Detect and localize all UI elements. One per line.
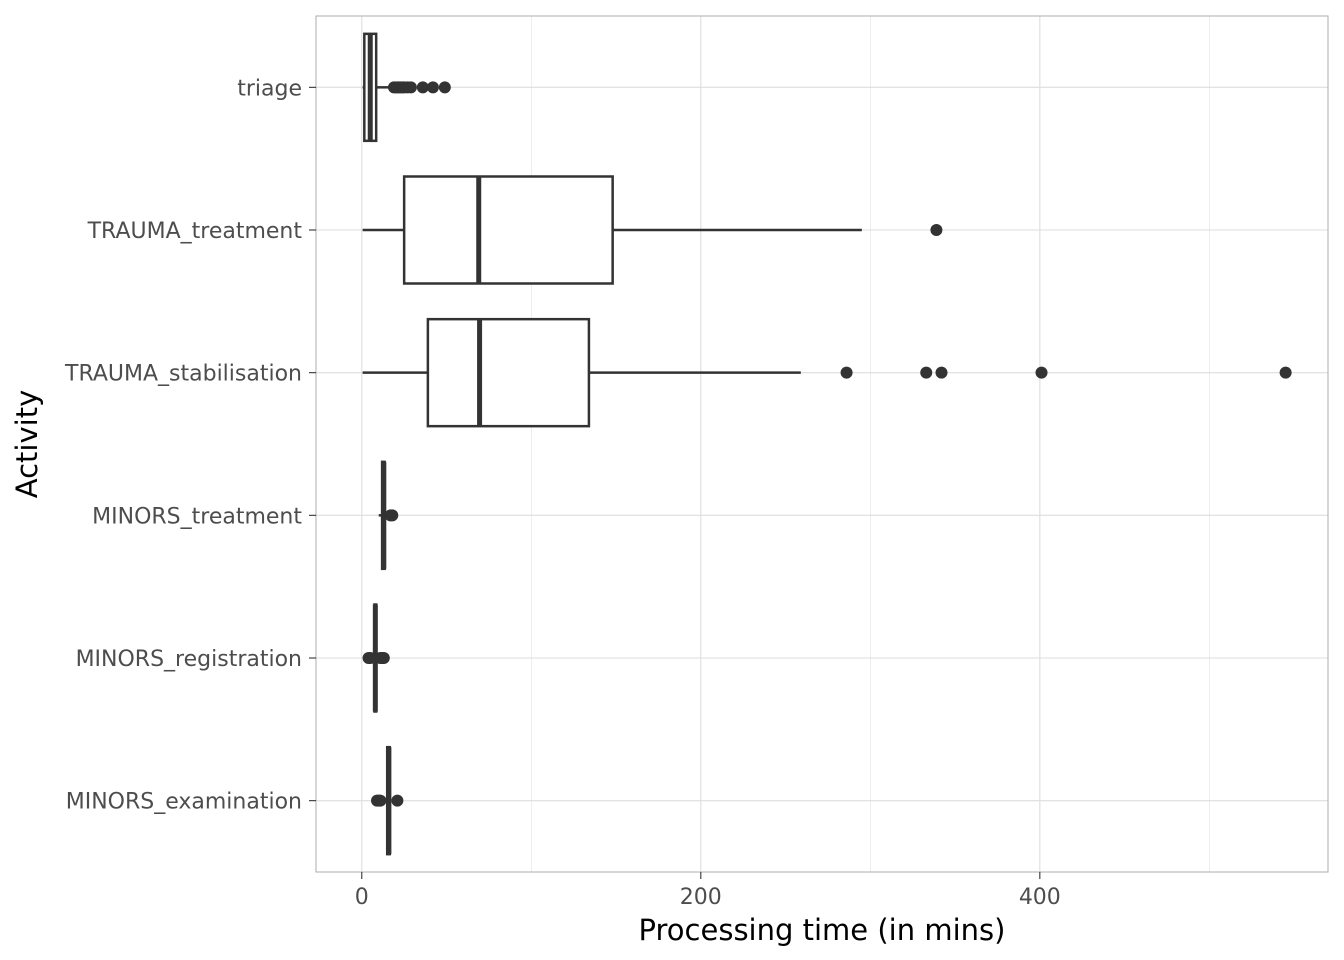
outlier-point [438,81,451,94]
y-tick-label: MINORS_registration [76,647,302,672]
y-axis-ticks: triage TRAUMA_treatment TRAUMA_stabilisati… [64,76,316,815]
y-tick-label: MINORS_treatment [92,504,302,529]
box-series [362,32,1292,856]
minor-gridlines [531,16,1210,872]
outlier-point [364,652,377,664]
x-tick-label: 200 [680,885,722,910]
box-triage [362,32,451,143]
outlier-point [386,509,399,522]
box-TRAUMA_treatment [362,175,943,285]
plot-panel [316,16,1328,872]
y-tick-label: TRAUMA_treatment [87,219,303,244]
x-tick-label: 400 [1019,885,1061,910]
outlier-point [1279,366,1292,379]
outlier-point [404,81,417,94]
y-tick-label: MINORS_examination [66,790,302,815]
outlier-point [377,652,390,664]
outlier-point [920,366,933,379]
box-MINORS_registration [362,603,390,713]
outlier-point [930,224,943,236]
outlier-point [391,794,404,807]
x-tick-label: 0 [355,885,369,910]
box-iqr [426,317,591,428]
major-gridlines [316,16,1328,872]
y-tick-label: triage [237,76,302,101]
outlier-point [1035,366,1048,379]
panel-border [315,15,1329,873]
box-MINORS_examination [371,745,404,856]
box-MINORS_treatment [378,460,399,571]
box-iqr [402,175,614,285]
outlier-point [840,366,853,379]
x-axis-ticks: 0 200 400 [355,872,1061,910]
outlier-point [935,366,948,379]
y-tick-label: TRAUMA_stabilisation [64,362,302,387]
outlier-point [416,81,429,94]
outlier-point [426,81,439,94]
box-TRAUMA_stabilisation [362,317,1292,428]
x-axis-title: Processing time (in mins) [639,913,1006,947]
y-axis-title: Activity [10,390,44,498]
outlier-point [374,794,387,807]
